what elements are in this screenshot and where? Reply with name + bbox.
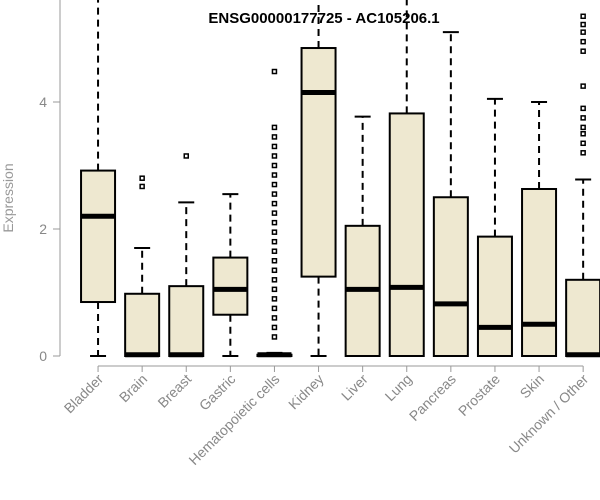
box-liver xyxy=(344,115,381,357)
outlier-point xyxy=(271,334,278,340)
box-kidney xyxy=(300,0,337,357)
outlier-point xyxy=(271,219,278,226)
outlier-point xyxy=(271,324,278,331)
y-tick-label: 2 xyxy=(39,221,47,237)
box-body xyxy=(476,235,513,357)
x-tick-label: Brain xyxy=(116,371,150,405)
box-pancreas xyxy=(432,31,469,357)
x-tick-label: Prostate xyxy=(455,371,503,419)
outlier-point xyxy=(271,229,278,235)
outlier-point xyxy=(271,181,278,188)
outlier-point xyxy=(580,21,586,28)
box-prostate xyxy=(476,97,513,357)
box-body xyxy=(521,187,558,357)
outlier-point xyxy=(580,115,586,121)
outlier-point xyxy=(271,191,278,197)
outlier-point xyxy=(271,200,278,207)
box-series xyxy=(80,0,600,358)
x-tick-label: Gastric xyxy=(196,371,239,414)
outlier-point xyxy=(580,131,586,137)
outlier-point xyxy=(271,210,278,216)
outlier-point xyxy=(580,105,586,112)
outlier-point xyxy=(271,305,278,312)
box-body xyxy=(432,196,469,357)
box-unknown-other xyxy=(565,13,600,358)
box-body xyxy=(300,47,337,278)
box-body xyxy=(565,278,600,357)
box-skin xyxy=(521,101,558,357)
box-gastric xyxy=(212,193,249,357)
y-tick-label: 0 xyxy=(39,348,47,364)
outlier-point xyxy=(271,238,278,245)
outlier-point xyxy=(580,83,586,89)
chart-title: ENSG00000177725 - AC105206.1 xyxy=(208,10,439,27)
outlier-point xyxy=(271,162,278,169)
outlier-point xyxy=(271,315,278,321)
x-tick-label: Breast xyxy=(154,371,194,411)
box-body xyxy=(388,112,425,358)
box-body xyxy=(212,256,249,316)
outlier-point xyxy=(271,134,278,140)
box-breast xyxy=(168,153,205,358)
box-body xyxy=(168,285,205,357)
x-tick-label: Pancreas xyxy=(406,371,459,424)
box-brain xyxy=(124,175,161,358)
y-tick-label: 4 xyxy=(39,94,47,110)
x-tick-label: Unknown / Other xyxy=(506,371,592,457)
outlier-point xyxy=(580,13,586,20)
outlier-point xyxy=(271,277,278,283)
outlier-point xyxy=(580,29,586,35)
box-lung xyxy=(388,0,425,358)
outlier-point xyxy=(271,286,278,293)
outlier-point xyxy=(271,248,278,254)
x-tick-label: Bladder xyxy=(61,371,107,417)
outlier-point xyxy=(183,153,189,159)
box-body xyxy=(124,292,161,357)
outlier-point xyxy=(580,140,586,147)
y-axis: 0246 xyxy=(39,0,61,364)
outlier-point xyxy=(580,150,586,156)
x-tick-label: Lung xyxy=(382,371,415,404)
outlier-point xyxy=(271,258,278,264)
x-tick-label: Kidney xyxy=(285,371,327,413)
box-body xyxy=(80,169,117,304)
y-axis-label: Expression xyxy=(0,163,16,232)
outlier-point xyxy=(580,38,586,45)
outlier-point xyxy=(271,68,278,75)
x-tick-label: Skin xyxy=(517,371,548,402)
outlier-point xyxy=(271,143,278,150)
outlier-point xyxy=(580,124,586,131)
outlier-point xyxy=(139,183,145,190)
outlier-point xyxy=(271,267,278,274)
outlier-point xyxy=(139,175,145,181)
outlier-point xyxy=(271,153,278,159)
outlier-point xyxy=(580,48,586,54)
box-bladder xyxy=(80,0,117,357)
outlier-point xyxy=(271,172,278,178)
box-hematopoietic-cells xyxy=(256,68,293,358)
outlier-point xyxy=(271,296,278,302)
outlier-point xyxy=(271,124,278,131)
x-tick-label: Liver xyxy=(338,371,371,404)
